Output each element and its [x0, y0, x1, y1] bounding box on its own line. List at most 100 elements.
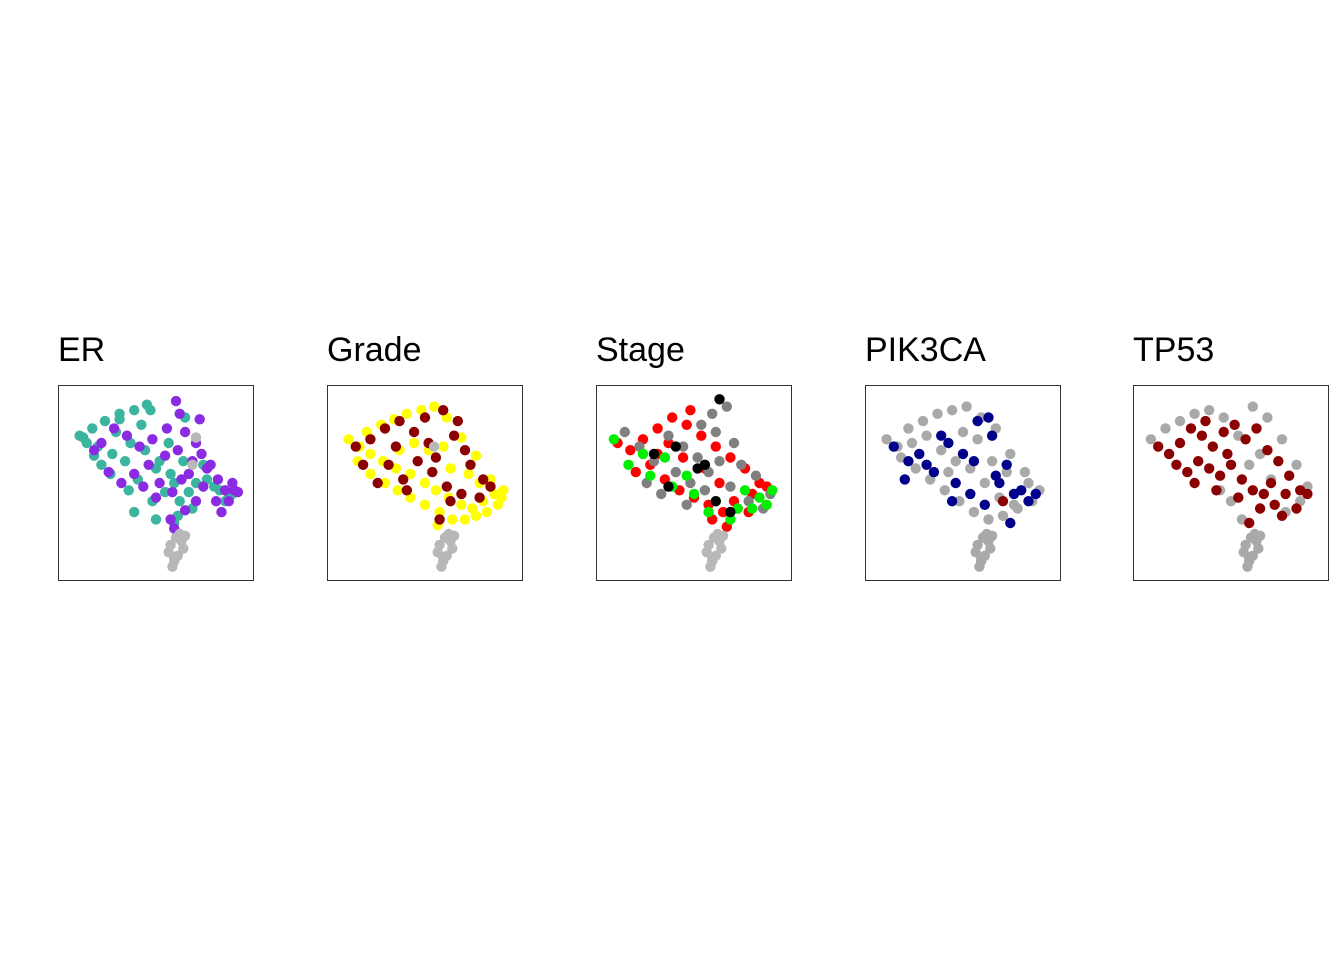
scatter-point: [1005, 448, 1016, 460]
scatter-point: [107, 448, 118, 460]
scatter-point: [165, 468, 176, 480]
scatter-point: [754, 492, 765, 503]
scatter-point: [717, 506, 729, 518]
scatter-point: [398, 474, 409, 485]
scatter-point: [608, 434, 620, 445]
scatter-point: [401, 485, 412, 496]
scatter-point: [946, 496, 958, 507]
scatter-point: [1254, 503, 1266, 514]
scatter-point: [470, 450, 482, 461]
scatter-point: [977, 532, 989, 543]
scatter-point: [405, 468, 416, 480]
scatter-point: [750, 470, 762, 481]
scatter-point: [648, 448, 660, 460]
scatter-point: [696, 430, 707, 441]
scatter-point: [1153, 441, 1164, 452]
scatter-point: [954, 496, 965, 507]
scatter-point: [183, 468, 194, 480]
scatter-point: [710, 496, 721, 507]
plot-area: [58, 385, 254, 581]
scatter-point: [677, 441, 689, 452]
scatter-point: [408, 437, 420, 449]
scatter-point: [1030, 488, 1041, 500]
scatter-point: [434, 506, 445, 518]
scatter-point: [201, 463, 213, 474]
scatter-point: [1189, 477, 1200, 489]
scatter-point: [465, 459, 476, 470]
scatter-point: [1251, 423, 1262, 434]
scatter-point: [1174, 437, 1186, 449]
scatter-point: [372, 477, 383, 489]
panel-title: ER: [58, 331, 106, 369]
scatter-point: [670, 441, 681, 452]
scatter-point: [145, 405, 156, 416]
scatter-point: [663, 430, 674, 441]
scatter-point: [1204, 463, 1215, 474]
scatter-point: [645, 470, 656, 481]
scatter-point: [172, 445, 183, 456]
scatter-point: [430, 452, 442, 463]
scatter-point: [1276, 510, 1288, 521]
scatter-point: [1196, 430, 1208, 441]
scatter-point: [134, 441, 145, 452]
scatter-point: [921, 459, 932, 470]
scatter-point: [408, 426, 420, 438]
scatter-point: [392, 485, 403, 496]
scatter-point: [939, 485, 950, 496]
series-1: [88, 395, 244, 534]
scatter-point: [178, 456, 189, 467]
scatter-point: [445, 463, 456, 474]
panel-title: TP53: [1133, 331, 1215, 369]
scatter-point: [1262, 412, 1273, 423]
scatter-point: [667, 412, 678, 423]
scatter-point: [681, 470, 692, 481]
panel-grade: Grade: [327, 330, 527, 582]
scatter-point: [1247, 401, 1258, 412]
plot-area: [596, 385, 792, 581]
scatter-plot: [608, 394, 778, 572]
scatter-point: [401, 408, 412, 419]
scatter-point: [714, 477, 725, 489]
scatter-point: [154, 477, 165, 489]
scatter-point: [459, 445, 471, 456]
scatter-point: [485, 481, 496, 492]
scatter-point: [427, 466, 438, 478]
scatter-point: [1211, 485, 1222, 496]
scatter-point: [625, 445, 636, 456]
scatter-point: [983, 514, 994, 525]
scatter-point: [99, 415, 111, 427]
scatter-point: [936, 445, 947, 456]
scatter-point: [232, 486, 244, 498]
scatter-point: [1204, 405, 1215, 416]
scatter-point: [957, 448, 969, 460]
scatter-point: [1163, 448, 1175, 460]
scatter-point: [474, 492, 485, 503]
scatter-point: [619, 426, 630, 438]
scatter-point: [1160, 423, 1171, 434]
series-0: [612, 405, 772, 532]
scatter-point: [707, 408, 718, 419]
scatter-point: [881, 434, 892, 445]
scatter-point: [965, 488, 976, 500]
scatter-point: [1171, 459, 1182, 470]
scatter-point: [212, 474, 224, 485]
scatter-point: [129, 468, 140, 480]
scatter-point: [1284, 470, 1295, 481]
scatter-point: [710, 441, 721, 452]
scatter-point: [456, 488, 467, 500]
scatter-point: [1019, 466, 1031, 478]
scatter-point: [170, 532, 182, 543]
scatter-point: [990, 470, 1001, 481]
plot-area: [1133, 385, 1329, 581]
scatter-point: [143, 459, 154, 470]
scatter-plot: [343, 401, 509, 572]
scatter-plot: [881, 401, 1045, 572]
scatter-point: [1207, 441, 1218, 452]
panel-stage: Stage: [596, 330, 796, 582]
panel-title: PIK3CA: [865, 331, 986, 369]
scatter-point: [677, 452, 689, 463]
scatter-point: [216, 506, 227, 518]
scatter-point: [459, 514, 471, 525]
scatter-point: [343, 434, 354, 445]
scatter-point: [419, 499, 431, 510]
